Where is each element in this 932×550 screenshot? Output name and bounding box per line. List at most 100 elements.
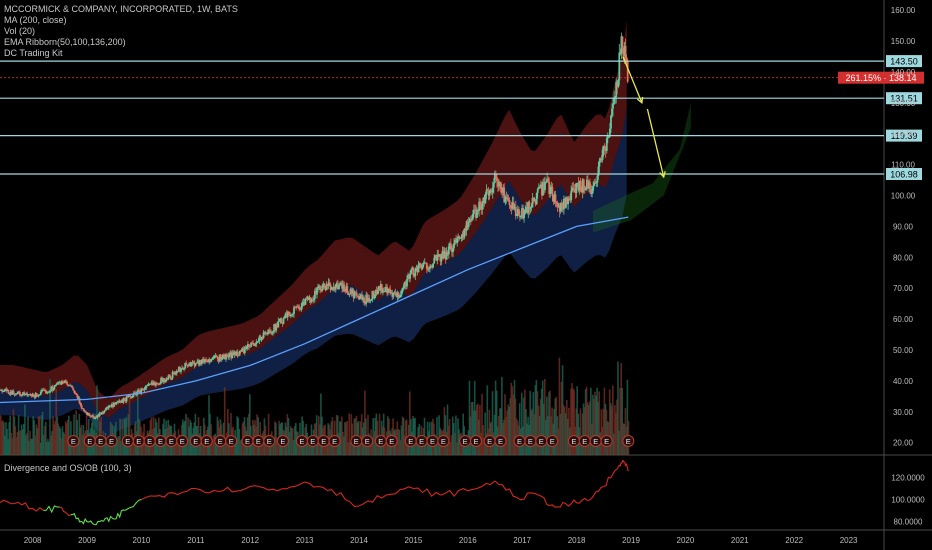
candle-body [118, 400, 121, 403]
volume-bar [251, 437, 253, 455]
candle-body [534, 199, 537, 205]
volume-bar [529, 391, 531, 455]
volume-bar [448, 419, 451, 455]
candle-body [452, 247, 454, 253]
time-axis[interactable]: 2008 2009 2010 2011 2012 2013 2014 2015 2016 2017… [24, 536, 858, 545]
volume-bar [553, 408, 555, 455]
candle-body [47, 392, 49, 393]
price-tick-label: 110.00 [891, 161, 915, 170]
earnings-marker-label: E [180, 437, 185, 446]
volume-bar [0, 415, 2, 455]
candle-body [446, 251, 449, 255]
earnings-marker[interactable] [263, 435, 276, 447]
indicator-dc-trading-kit[interactable]: DC Trading Kit [4, 48, 63, 58]
earnings-marker[interactable] [200, 435, 213, 447]
volume-bar [603, 387, 606, 455]
ma-200-line [0, 216, 629, 404]
earnings-marker[interactable] [361, 435, 374, 447]
candle-body [400, 291, 403, 295]
candle-body [27, 394, 30, 396]
candle-body [537, 187, 540, 190]
candle-body [208, 359, 211, 363]
candle-body [511, 202, 514, 209]
candle-body [397, 292, 400, 298]
earnings-marker[interactable] [176, 435, 189, 447]
oscillator-title[interactable]: Divergence and OS/OB (100, 3) [4, 463, 132, 473]
candle-body [248, 344, 250, 348]
indicator-ema-ribbon[interactable]: EMA Ribborn(50,100,136,200) [4, 37, 126, 47]
candle-body [338, 285, 340, 290]
candle-body [17, 391, 20, 393]
earnings-marker[interactable] [546, 435, 559, 447]
indicator-ma[interactable]: MA (200, close) [4, 15, 67, 25]
earnings-marker[interactable] [276, 435, 289, 447]
volume-bar [106, 443, 109, 455]
candle-body [174, 373, 177, 375]
oscillator-line [141, 492, 169, 501]
candle-body [221, 354, 224, 359]
earnings-marker[interactable] [600, 435, 613, 447]
earnings-marker[interactable] [470, 435, 482, 447]
candle-body [486, 189, 489, 191]
earnings-marker[interactable] [105, 435, 118, 447]
price-axis[interactable]: 160.00 150.00 140.00 130.00 120.00 110.00 100.… [891, 6, 916, 447]
candle-body [580, 190, 583, 193]
earnings-marker-label: E [332, 437, 337, 446]
candle-body [218, 354, 221, 362]
volume-bar [288, 432, 291, 455]
level-label[interactable]: 119.39 [891, 131, 918, 141]
earnings-marker[interactable] [67, 435, 80, 447]
earnings-marker[interactable] [437, 435, 450, 447]
earnings-marker[interactable] [328, 435, 341, 447]
candle-body [522, 208, 524, 219]
volume-bar [22, 429, 24, 455]
candle-body [99, 413, 102, 415]
current-price-label[interactable]: 261.15% · 138.14 [845, 73, 916, 83]
candle-body [39, 392, 42, 395]
candle-body [530, 207, 533, 209]
level-label[interactable]: 106.98 [890, 170, 918, 180]
volume-bar [289, 426, 292, 455]
candle-body [332, 286, 335, 290]
earnings-marker[interactable] [494, 435, 507, 447]
candle-body [156, 383, 158, 384]
volume-bar [300, 441, 302, 455]
candle-body [195, 362, 198, 364]
indicator-volume[interactable]: Vol (20) [4, 26, 36, 36]
candle-body [288, 314, 291, 316]
candle-body [268, 330, 270, 333]
candle-body [31, 394, 34, 396]
volume-bar [332, 439, 335, 455]
candle-body [369, 299, 372, 302]
candle-body [484, 194, 487, 204]
candle-body [483, 197, 486, 204]
horizontal-levels[interactable]: 143.50 131.51 119.39 106.98 261.15% · 138.14 [0, 55, 924, 180]
volume-bar [614, 405, 616, 455]
earnings-marker-label: E [378, 437, 383, 446]
volume-bar [493, 414, 496, 455]
volume-bar [425, 436, 428, 455]
candle-body [181, 367, 183, 369]
volume-bar [593, 398, 595, 455]
candle-body [357, 296, 360, 299]
volume-bar [530, 410, 532, 455]
candle-body [132, 395, 134, 397]
level-label[interactable]: 131.51 [890, 94, 918, 104]
candle-body [438, 254, 441, 257]
candle-body [451, 249, 453, 253]
earnings-marker[interactable] [622, 435, 635, 447]
candle-body [72, 387, 75, 391]
candle-body [152, 382, 155, 385]
volume-bar [238, 429, 241, 455]
level-label[interactable]: 143.50 [890, 57, 918, 67]
candle-body [581, 179, 584, 193]
candle-body [137, 390, 139, 392]
candle-body [115, 402, 117, 405]
candle-body [509, 205, 512, 207]
earnings-marker[interactable] [385, 435, 398, 447]
candle-body [620, 36, 623, 55]
candle-body [497, 181, 499, 187]
earnings-marker[interactable] [225, 435, 238, 447]
